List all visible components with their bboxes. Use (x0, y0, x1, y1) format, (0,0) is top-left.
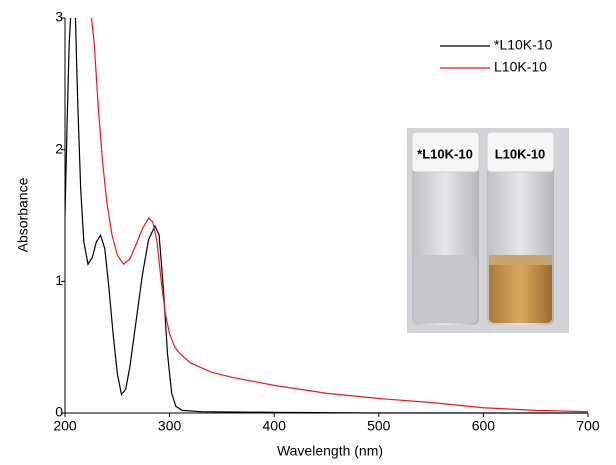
x-tick-label: 700 (576, 418, 600, 434)
y-tick-label: 2 (55, 140, 63, 156)
x-tick-label: 200 (53, 418, 77, 434)
x-tick-label: 500 (367, 418, 391, 434)
vial-label: L10K-10 (495, 146, 546, 161)
y-tick-label: 3 (55, 9, 63, 25)
data-line (65, 18, 588, 414)
y-axis-label: Absorbance (15, 177, 31, 252)
inset-photo: *L10K-10 L10K-10 (407, 128, 569, 333)
x-tick-label: 600 (472, 418, 496, 434)
y-tick-label: 0 (55, 404, 63, 420)
x-axis-label: Wavelength (nm) (277, 443, 383, 459)
legend-label: *L10K-10 (494, 37, 553, 53)
data-line (90, 18, 589, 413)
plot-area (65, 18, 589, 414)
vial-label: *L10K-10 (417, 146, 473, 161)
x-tick-label: 400 (263, 418, 287, 434)
legend-label: L10K-10 (494, 59, 547, 75)
x-tick-label: 300 (158, 418, 182, 434)
y-tick-label: 1 (55, 272, 63, 288)
